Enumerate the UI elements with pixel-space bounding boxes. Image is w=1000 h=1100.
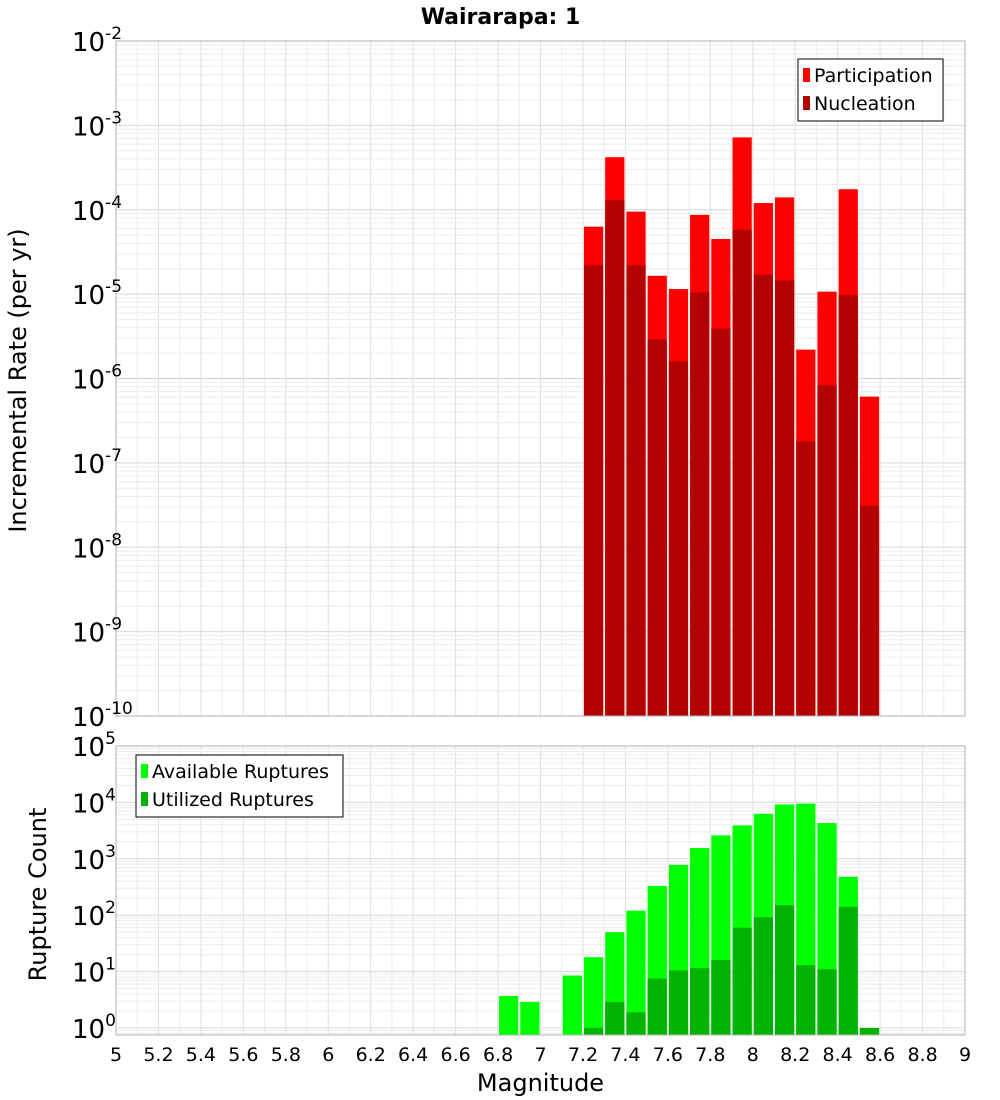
x-tick-label: 8.4	[823, 1044, 853, 1066]
top-grid	[115, 40, 966, 717]
top-bar-nucleation	[647, 339, 667, 716]
bottom-bar-utilized-ruptures	[774, 905, 795, 1035]
top-y-tick-label: 10-9	[72, 615, 122, 649]
bottom-y-tick-label: 101	[72, 955, 116, 989]
bottom-legend-label: Utilized Ruptures	[152, 789, 314, 811]
bottom-bar-utilized-ruptures	[838, 906, 858, 1035]
top-bar-nucleation	[859, 505, 880, 716]
x-tick-label: 6.4	[398, 1044, 428, 1066]
bottom-legend-box	[135, 754, 344, 818]
bottom-bar-utilized-ruptures	[647, 978, 667, 1035]
bottom-y-tick-label: 102	[72, 898, 116, 932]
bottom-bars	[499, 803, 880, 1035]
top-legend-box	[797, 58, 944, 122]
x-tick-label: 5.4	[186, 1044, 216, 1066]
bottom-bar-utilized-ruptures	[817, 969, 837, 1035]
x-tick-label: 8.2	[780, 1044, 810, 1066]
x-tick-label: 7.2	[568, 1044, 598, 1066]
bottom-bar-available-ruptures	[583, 957, 604, 1035]
bottom-y-tick-label: 104	[72, 785, 116, 819]
bottom-legend-swatch	[141, 792, 148, 806]
top-y-tick-label: 10-10	[72, 699, 133, 733]
bottom-bar-utilized-ruptures	[626, 1012, 646, 1035]
top-bar-nucleation	[732, 229, 752, 717]
bottom-bar-utilized-ruptures	[605, 1001, 625, 1035]
bottom-bar-utilized-ruptures	[668, 970, 689, 1035]
x-tick-label: 7.6	[653, 1044, 683, 1066]
top-bar-nucleation	[753, 274, 773, 716]
bottom-y-tick-label: 100	[72, 1011, 116, 1045]
x-tick-label: 6.2	[356, 1044, 386, 1066]
top-bar-nucleation	[711, 328, 731, 716]
bottom-legend-swatch	[141, 764, 148, 778]
bottom-bar-utilized-ruptures	[753, 917, 773, 1035]
top-bar-nucleation	[605, 200, 625, 716]
x-tick-label: 7.8	[695, 1044, 725, 1066]
top-y-tick-label: 10-5	[72, 277, 122, 311]
top-y-tick-label: 10-3	[72, 108, 122, 142]
x-tick-label: 8	[747, 1044, 759, 1066]
bottom-y-axis-title: Rupture Count	[24, 808, 52, 982]
x-tick-label: 7	[534, 1044, 546, 1066]
top-bar-nucleation	[690, 292, 710, 716]
x-tick-label: 7.4	[610, 1044, 640, 1066]
bottom-bar-available-ruptures	[520, 1001, 540, 1035]
x-tick-label: 5.6	[228, 1044, 258, 1066]
bottom-bar-utilized-ruptures	[859, 1027, 880, 1035]
top-bar-nucleation	[583, 265, 604, 716]
x-tick-label: 9	[959, 1044, 971, 1066]
top-bar-nucleation	[796, 441, 816, 716]
top-bar-nucleation	[817, 385, 837, 716]
x-tick-label: 5.8	[271, 1044, 301, 1066]
bottom-y-tick-label: 105	[72, 729, 116, 763]
top-y-tick-labels: 10-10 10-9 10-8 10-7 10-6 10-5 10-4 10-3 10-2	[72, 24, 133, 733]
top-legend-label: Nucleation	[814, 93, 916, 115]
bottom-bar-utilized-ruptures	[796, 965, 816, 1035]
top-y-tick-label: 10-7	[72, 446, 122, 480]
bottom-y-tick-labels: 100 101 102 103 104 105	[72, 729, 116, 1045]
bottom-bar-available-ruptures	[626, 910, 646, 1035]
top-bar-nucleation	[668, 361, 689, 716]
top-bars	[583, 137, 880, 717]
chart-title: Wairarapa: 1	[421, 5, 581, 30]
x-tick-label: 6	[322, 1044, 334, 1066]
top-y-tick-label: 10-8	[72, 530, 122, 564]
x-tick-label: 5	[110, 1044, 122, 1066]
top-bar-nucleation	[626, 265, 646, 716]
top-bar-nucleation	[838, 295, 858, 716]
x-tick-label: 6.8	[483, 1044, 513, 1066]
bottom-legend: Available Ruptures Utilized Ruptures	[135, 754, 344, 818]
bottom-bar-utilized-ruptures	[732, 927, 752, 1035]
bottom-bar-available-ruptures	[499, 995, 519, 1035]
x-tick-labels: 5 5.2 5.4 5.6 5.8 6 6.2 6.4 6.6 6.8 7 7.2 7.4 7.6 7.8 8…	[110, 1044, 971, 1066]
bottom-bar-available-ruptures	[562, 975, 582, 1035]
x-tick-label: 8.8	[907, 1044, 937, 1066]
top-legend-label: Participation	[814, 65, 933, 87]
bottom-plot-frame	[115, 745, 966, 1036]
bottom-y-tick-label: 103	[72, 842, 116, 876]
top-plot-frame	[115, 40, 966, 717]
bottom-bar-utilized-ruptures	[690, 968, 710, 1035]
top-legend: Participation Nucleation	[797, 58, 944, 122]
x-tick-label: 5.2	[143, 1044, 173, 1066]
top-bar-nucleation	[774, 280, 795, 716]
x-tick-label: 8.6	[865, 1044, 895, 1066]
x-axis-title: Magnitude	[477, 1069, 604, 1097]
bottom-bar-utilized-ruptures	[583, 1027, 604, 1035]
top-y-tick-label: 10-2	[72, 24, 122, 58]
bottom-bar-utilized-ruptures	[711, 960, 731, 1035]
top-y-tick-label: 10-4	[72, 193, 122, 227]
bottom-legend-label: Available Ruptures	[152, 761, 329, 783]
top-y-tick-label: 10-6	[72, 362, 122, 396]
top-legend-swatch	[803, 68, 810, 82]
top-legend-swatch	[803, 96, 810, 110]
x-tick-label: 6.6	[440, 1044, 470, 1066]
top-y-axis-title: Incremental Rate (per yr)	[4, 228, 32, 532]
